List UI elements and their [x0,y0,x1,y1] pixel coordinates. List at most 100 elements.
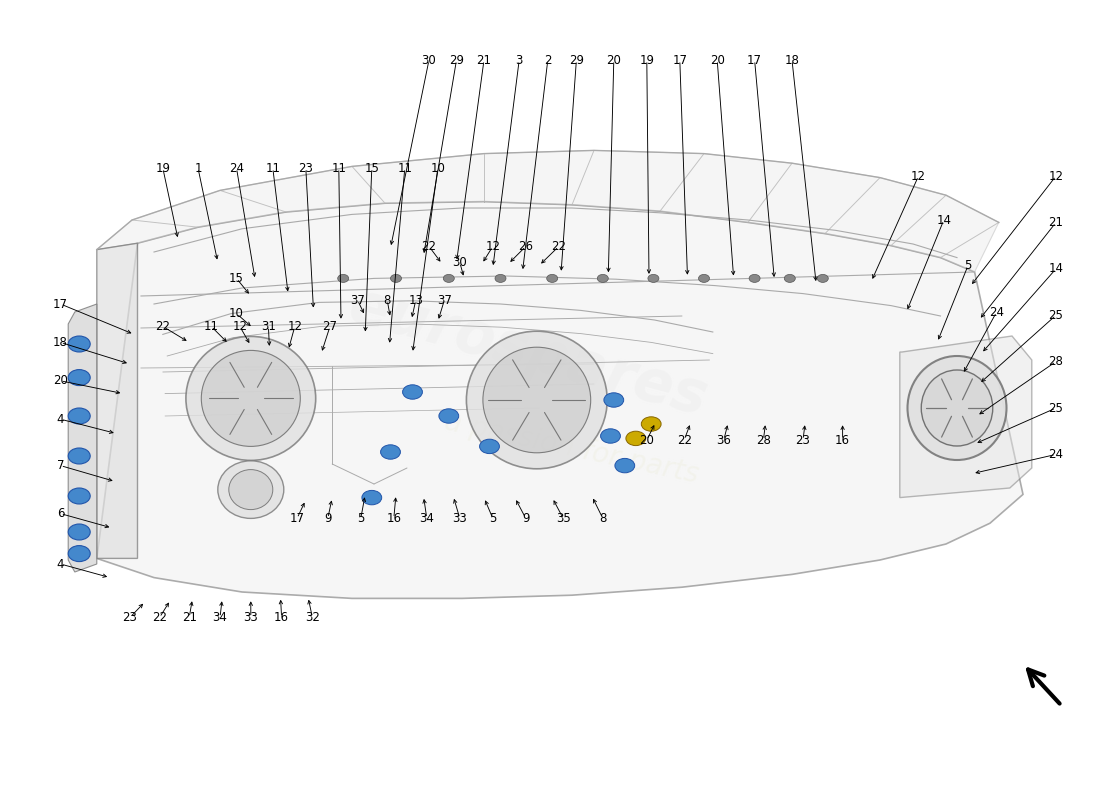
Text: 4: 4 [57,558,64,570]
Text: 20: 20 [53,374,68,387]
Text: 14: 14 [936,214,952,226]
Text: 29: 29 [569,54,584,66]
Text: 17: 17 [747,54,762,66]
Text: 11: 11 [265,162,280,174]
Text: 1: 1 [195,162,201,174]
Text: 28: 28 [1048,355,1064,368]
Circle shape [362,490,382,505]
Text: 19: 19 [639,54,654,66]
Text: 34: 34 [419,512,435,525]
Text: 34: 34 [212,611,228,624]
Circle shape [547,274,558,282]
Text: 22: 22 [551,240,566,253]
Text: a passion for parts: a passion for parts [442,407,702,489]
Text: 11: 11 [204,320,219,333]
Polygon shape [97,243,138,558]
Ellipse shape [466,331,607,469]
Circle shape [68,546,90,562]
Text: 16: 16 [835,434,850,446]
Text: 3: 3 [516,54,522,66]
Circle shape [443,274,454,282]
Text: 37: 37 [350,294,365,306]
Text: 7: 7 [57,459,64,472]
Text: 12: 12 [911,170,926,182]
Ellipse shape [908,356,1007,460]
Ellipse shape [922,370,992,446]
Circle shape [749,274,760,282]
Text: 24: 24 [1048,448,1064,461]
Circle shape [615,458,635,473]
Text: 33: 33 [452,512,468,525]
Circle shape [381,445,400,459]
Circle shape [68,408,90,424]
Text: 21: 21 [182,611,197,624]
Circle shape [439,409,459,423]
Circle shape [68,524,90,540]
Text: 30: 30 [452,256,468,269]
Text: 10: 10 [229,307,244,320]
Text: 5: 5 [358,512,364,525]
Text: 18: 18 [53,336,68,349]
Text: 24: 24 [229,162,244,174]
Text: 17: 17 [289,512,305,525]
Polygon shape [97,202,1023,598]
Polygon shape [900,336,1032,498]
Text: 20: 20 [606,54,621,66]
Text: 13: 13 [408,294,424,306]
Text: 15: 15 [364,162,380,174]
Polygon shape [97,150,999,272]
Circle shape [68,488,90,504]
Text: 16: 16 [274,611,289,624]
Ellipse shape [218,461,284,518]
Text: 20: 20 [639,434,654,446]
Circle shape [817,274,828,282]
Text: 11: 11 [397,162,412,174]
Text: 22: 22 [155,320,170,333]
Circle shape [641,417,661,431]
Ellipse shape [201,350,300,446]
Circle shape [597,274,608,282]
Text: 21: 21 [476,54,492,66]
Circle shape [784,274,795,282]
Text: 10: 10 [430,162,446,174]
Text: 17: 17 [672,54,688,66]
Text: 31: 31 [261,320,276,333]
Text: 33: 33 [243,611,258,624]
Text: 18: 18 [784,54,800,66]
Circle shape [390,274,402,282]
Circle shape [68,370,90,386]
Text: 23: 23 [795,434,811,446]
Circle shape [495,274,506,282]
Text: 5: 5 [490,512,496,525]
Circle shape [648,274,659,282]
Text: 4: 4 [57,413,64,426]
Circle shape [601,429,620,443]
Text: 15: 15 [229,272,244,285]
Text: 23: 23 [298,162,314,174]
Text: 30: 30 [421,54,437,66]
Text: 5: 5 [965,259,971,272]
Text: 6: 6 [57,507,64,520]
Text: 11: 11 [331,162,346,174]
Text: 19: 19 [155,162,170,174]
Text: 21: 21 [1048,216,1064,229]
Text: 27: 27 [322,320,338,333]
Text: 12: 12 [287,320,303,333]
Text: 24: 24 [989,306,1004,318]
Text: 28: 28 [756,434,771,446]
Text: 37: 37 [437,294,452,306]
Text: 36: 36 [716,434,732,446]
Text: 22: 22 [152,611,167,624]
Text: 22: 22 [676,434,692,446]
Text: 29: 29 [449,54,464,66]
Text: 32: 32 [305,611,320,624]
Text: 12: 12 [485,240,501,253]
Text: 17: 17 [53,298,68,310]
Text: 22: 22 [421,240,437,253]
Text: 14: 14 [1048,262,1064,275]
Text: 9: 9 [522,512,529,525]
Circle shape [338,274,349,282]
Circle shape [626,431,646,446]
Text: 2: 2 [544,54,551,66]
Text: 23: 23 [122,611,138,624]
